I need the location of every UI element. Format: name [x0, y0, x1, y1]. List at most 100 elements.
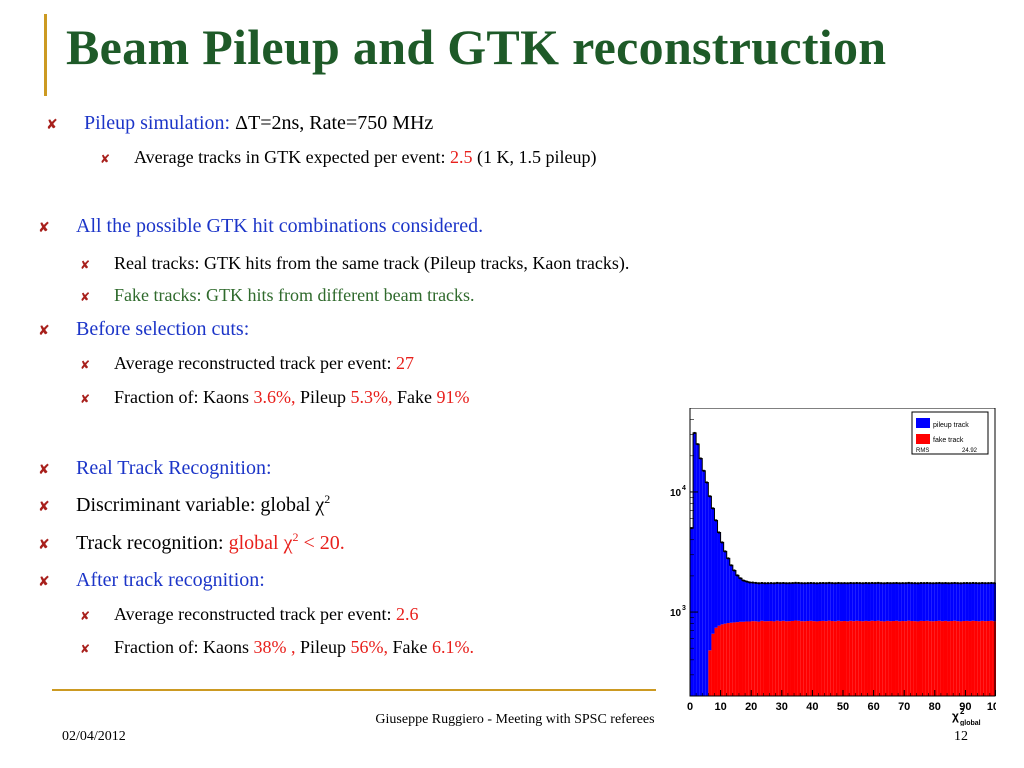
histogram-bar-fake: [873, 621, 877, 696]
bullet-cross-icon: ✘: [100, 152, 111, 166]
bullet-after-recognition: ✘ After track recognition:: [38, 569, 265, 592]
histogram-data-point: [745, 580, 748, 583]
x-tick-label: 20: [745, 701, 757, 713]
histogram-bar-fake: [787, 621, 791, 696]
histogram-bar-fake: [934, 621, 938, 696]
histogram-data-point: [776, 581, 779, 584]
xlabel-subscript: global: [960, 720, 981, 726]
histogram-data-point: [800, 582, 803, 585]
histogram-bar-pileup: [943, 583, 948, 621]
histogram-bar-pileup: [858, 583, 862, 622]
histogram-data-point: [904, 582, 907, 585]
histogram-bar-fake: [723, 623, 727, 696]
histogram-bar-fake: [977, 621, 981, 696]
histogram-bar-pileup: [940, 583, 944, 622]
histogram-bar-pileup: [748, 582, 752, 622]
histogram-data-point: [926, 581, 929, 584]
histogram-bar-fake: [965, 620, 969, 696]
histogram-bar-fake: [806, 621, 810, 696]
bullet-value: 2.6: [396, 604, 419, 624]
histogram-data-point: [892, 582, 895, 585]
histogram-data-point: [825, 582, 828, 585]
histogram-bar-fake: [742, 621, 746, 696]
histogram-bar-fake: [778, 621, 782, 696]
histogram-data-point: [956, 582, 959, 585]
histogram-bar-fake: [766, 621, 770, 696]
y-tick-label: 10: [670, 608, 682, 619]
histogram-bar-pileup: [855, 582, 859, 621]
histogram-data-point: [696, 443, 699, 446]
histogram-bar-pileup: [836, 582, 840, 621]
histogram-bar-fake: [891, 621, 896, 696]
histogram-bar-pileup: [839, 583, 843, 622]
histogram-bar-pileup: [824, 583, 828, 622]
histogram-data-point: [972, 581, 975, 584]
histogram-bar-pileup: [809, 583, 813, 621]
histogram-bar-pileup: [864, 583, 868, 621]
histogram-data-point: [794, 581, 797, 584]
bullet-text: Fake: [397, 387, 432, 407]
histogram-data-point: [773, 582, 776, 585]
histogram-bar-fake: [763, 621, 767, 696]
histogram-bar-pileup: [778, 583, 782, 622]
histogram-bar-fake: [836, 620, 840, 696]
histogram-data-point: [822, 582, 825, 585]
histogram-bar-fake: [717, 625, 721, 696]
footer-presenter: Giuseppe Ruggiero - Meeting with SPSC re…: [375, 712, 655, 727]
histogram-data-point: [702, 469, 705, 472]
histogram-data-point: [861, 582, 864, 585]
histogram-data-point: [947, 582, 950, 585]
histogram-bar-pileup: [711, 508, 715, 634]
histogram-bar-fake: [867, 621, 871, 696]
bullet-text: Fake: [392, 637, 428, 657]
legend-label-fake: fake track: [933, 437, 964, 444]
histogram-bar-fake: [809, 620, 813, 696]
histogram-bar-fake: [830, 621, 834, 696]
histogram-data-point: [806, 582, 809, 585]
x-axis-ticks: 0 10 20 30 40 50 60 70 80 90 100: [687, 690, 996, 713]
histogram-data-point: [886, 582, 889, 585]
histogram-data-point: [693, 431, 696, 434]
bullet-cross-icon: ✘: [38, 462, 50, 478]
histogram-bar-fake: [754, 621, 758, 696]
bullet-cross-icon: ✘: [38, 499, 50, 515]
histogram-bar-fake: [870, 620, 874, 696]
chi-cut-label: global χ: [228, 532, 293, 554]
bullet-text: Pileup: [299, 387, 346, 407]
histogram-data-point: [840, 582, 843, 585]
histogram-bar-pileup: [738, 578, 743, 622]
pileup-value: 5.3%,: [350, 387, 393, 407]
histogram-data-point: [855, 581, 858, 584]
histogram-bar-fake: [833, 621, 837, 696]
histogram-bar-fake: [901, 621, 905, 696]
histogram-data-point: [944, 582, 947, 585]
subbullet-fake-tracks: ✘ Fake tracks: GTK hits from different b…: [80, 285, 475, 306]
histogram-data-point: [846, 582, 849, 585]
histogram-bar-fake: [931, 621, 935, 696]
histogram-bar-pileup: [754, 582, 758, 622]
histogram-data-point: [923, 582, 926, 585]
histogram-data-point: [736, 574, 739, 577]
histogram-data-point: [815, 582, 818, 585]
histogram-bar-pileup: [913, 583, 917, 622]
chi-cut-value: < 20.: [303, 532, 345, 554]
histogram-data-point: [739, 577, 742, 580]
histogram-bar-pileup: [797, 582, 801, 621]
histogram-data-point: [754, 581, 757, 584]
histogram-bar-pileup: [873, 583, 877, 622]
histogram-data-point: [797, 581, 800, 584]
histogram-bar-pileup: [901, 583, 905, 622]
histogram-bar-fake: [980, 620, 984, 696]
histogram-bar-pileup: [968, 583, 972, 622]
histogram-data-point: [809, 582, 812, 585]
subbullet-avg-reco-before: ✘ Average reconstructed track per event:…: [80, 353, 414, 374]
bullet-text: Pileup: [299, 637, 346, 657]
histogram-bar-pileup: [735, 575, 739, 623]
histogram-bar-fake: [708, 650, 712, 696]
bullet-cross-icon: ✘: [38, 574, 50, 590]
histogram-bar-fake: [959, 621, 963, 696]
histogram-bar-fake: [947, 621, 951, 696]
chi-superscript: 2: [324, 492, 331, 506]
